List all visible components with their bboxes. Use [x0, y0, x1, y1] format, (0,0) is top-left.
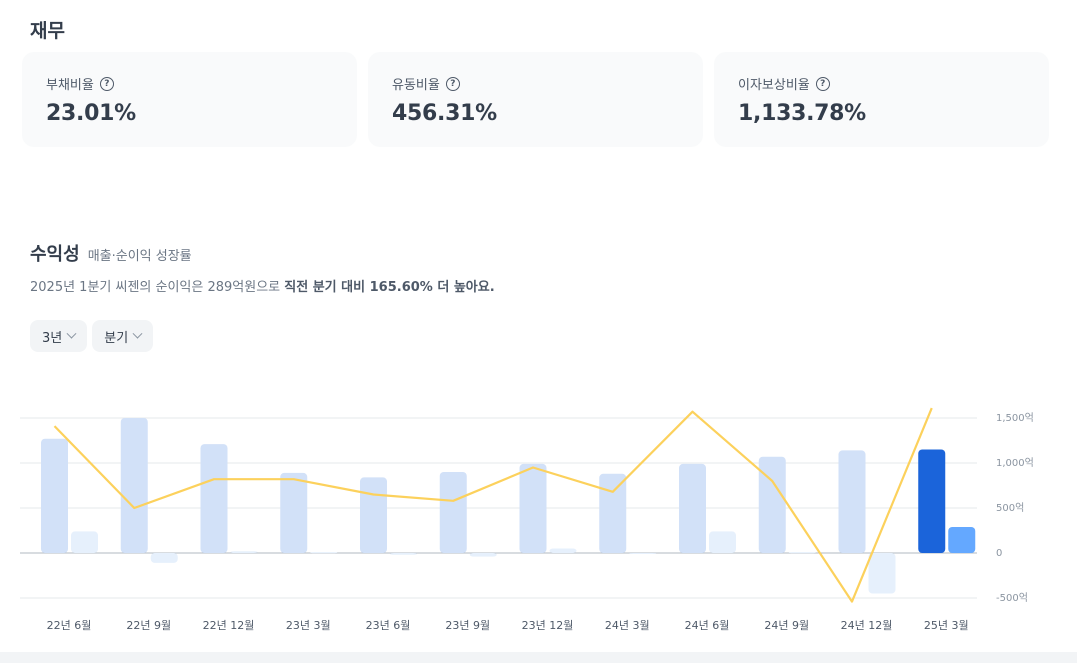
bar-revenue	[519, 463, 547, 553]
bar-profit	[150, 553, 178, 563]
bar-profit	[868, 553, 896, 594]
card-label-row: 유동비율 ?	[392, 74, 679, 93]
profitability-header: 수익성 매출·순이익 성장률	[30, 240, 192, 266]
card-value: 456.31%	[392, 101, 497, 126]
bar-profit	[310, 552, 338, 554]
y-tick-label: 500억	[996, 502, 1024, 514]
x-tick-label: 24년 12월	[841, 619, 893, 632]
period-select-label: 3년	[42, 330, 63, 346]
help-icon[interactable]: ?	[99, 76, 114, 91]
bar-profit	[629, 553, 657, 554]
bar-revenue	[758, 456, 786, 553]
bar-profit	[709, 531, 736, 553]
x-tick-label: 23년 3월	[286, 619, 331, 632]
card-label: 부채비율	[46, 78, 94, 93]
y-tick-label: -500억	[996, 592, 1028, 604]
bar-profit	[549, 548, 577, 553]
x-tick-label: 24년 6월	[685, 619, 730, 632]
bar-revenue	[838, 450, 866, 553]
x-tick-label: 22년 9월	[126, 619, 171, 632]
interval-select[interactable]: 분기	[92, 320, 154, 352]
chevron-down-icon	[132, 328, 143, 339]
chart-filters: 3년 분기	[30, 320, 154, 352]
card-interest-coverage: 이자보상비율 ? 1,133.78%	[714, 52, 1049, 147]
profitability-summary: 2025년 1분기 씨젠의 순이익은 289억원으로 직전 분기 대비 165.…	[30, 276, 495, 295]
bar-profit	[469, 553, 497, 557]
bar-revenue	[918, 449, 946, 553]
x-tick-label: 22년 12월	[203, 619, 255, 632]
ratio-cards: 부채비율 ? 23.01% 유동비율 ? 456.31% 이자보상비율 ? 1,…	[22, 52, 1049, 147]
profitability-title: 수익성	[30, 244, 80, 265]
profitability-subtitle: 매출·순이익 성장률	[87, 249, 192, 264]
bar-revenue	[200, 444, 228, 553]
bar-revenue	[679, 463, 706, 553]
help-icon[interactable]: ?	[445, 76, 460, 91]
chevron-down-icon	[66, 328, 77, 339]
card-value: 1,133.78%	[738, 101, 866, 126]
bar-revenue	[120, 418, 148, 553]
card-label: 이자보상비율	[738, 78, 810, 93]
bar-profit	[948, 526, 976, 553]
x-tick-label: 24년 9월	[764, 619, 809, 632]
bar-profit	[788, 552, 816, 554]
bar-revenue	[360, 477, 387, 553]
interval-select-label: 분기	[104, 330, 129, 346]
bar-profit	[71, 531, 98, 553]
section-title-finance: 재무	[30, 20, 65, 42]
section-divider	[0, 652, 1077, 663]
x-tick-label: 25년 3월	[924, 619, 969, 632]
card-value: 23.01%	[46, 101, 136, 126]
summary-highlight: 직전 분기 대비 165.60% 더 높아요.	[284, 280, 495, 295]
x-tick-label: 23년 12월	[522, 619, 574, 632]
y-tick-label: 1,500억	[996, 412, 1034, 424]
bar-revenue	[599, 473, 627, 553]
bar-revenue	[280, 472, 308, 553]
summary-text: 2025년 1분기 씨젠의 순이익은 289억원으로	[30, 280, 285, 295]
x-tick-label: 22년 6월	[47, 619, 92, 632]
y-tick-label: 1,000억	[996, 457, 1034, 469]
x-tick-label: 24년 3월	[605, 619, 650, 632]
bar-revenue	[41, 438, 68, 553]
y-tick-label: 0	[996, 548, 1002, 559]
x-tick-label: 23년 9월	[445, 619, 490, 632]
card-label-row: 이자보상비율 ?	[738, 74, 1025, 93]
card-label-row: 부채비율 ?	[46, 74, 333, 93]
help-icon[interactable]: ?	[815, 76, 830, 91]
bar-profit	[390, 553, 417, 555]
card-debt-ratio: 부채비율 ? 23.01%	[22, 52, 357, 147]
growth-line	[53, 407, 933, 603]
bar-revenue	[439, 472, 467, 553]
x-tick-label: 23년 6월	[366, 619, 411, 632]
bar-profit	[230, 551, 258, 553]
period-select[interactable]: 3년	[30, 320, 88, 352]
profitability-chart: -500억 0 500억 1,000억 1,500억 22년 6월 22년 9월 22년 12…	[20, 407, 1034, 632]
card-label: 유동비율	[392, 78, 440, 93]
card-current-ratio: 유동비율 ? 456.31%	[368, 52, 703, 147]
